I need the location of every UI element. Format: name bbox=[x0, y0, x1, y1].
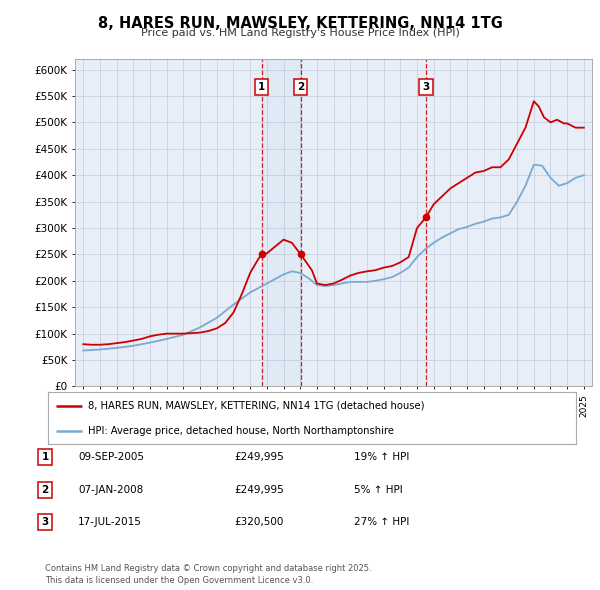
Text: 17-JUL-2015: 17-JUL-2015 bbox=[78, 517, 142, 527]
Text: 1: 1 bbox=[41, 453, 49, 462]
Text: 1: 1 bbox=[258, 82, 265, 92]
Text: £249,995: £249,995 bbox=[234, 485, 284, 494]
Text: 09-SEP-2005: 09-SEP-2005 bbox=[78, 453, 144, 462]
Text: HPI: Average price, detached house, North Northamptonshire: HPI: Average price, detached house, Nort… bbox=[88, 426, 394, 435]
Text: 5% ↑ HPI: 5% ↑ HPI bbox=[354, 485, 403, 494]
Text: 2: 2 bbox=[41, 485, 49, 494]
Text: 3: 3 bbox=[422, 82, 430, 92]
Text: 8, HARES RUN, MAWSLEY, KETTERING, NN14 1TG: 8, HARES RUN, MAWSLEY, KETTERING, NN14 1… bbox=[98, 16, 502, 31]
Text: Price paid vs. HM Land Registry's House Price Index (HPI): Price paid vs. HM Land Registry's House … bbox=[140, 28, 460, 38]
Text: 07-JAN-2008: 07-JAN-2008 bbox=[78, 485, 143, 494]
Text: 19% ↑ HPI: 19% ↑ HPI bbox=[354, 453, 409, 462]
Text: £249,995: £249,995 bbox=[234, 453, 284, 462]
Text: £320,500: £320,500 bbox=[234, 517, 283, 527]
Text: 27% ↑ HPI: 27% ↑ HPI bbox=[354, 517, 409, 527]
Text: Contains HM Land Registry data © Crown copyright and database right 2025.
This d: Contains HM Land Registry data © Crown c… bbox=[45, 565, 371, 585]
Text: 8, HARES RUN, MAWSLEY, KETTERING, NN14 1TG (detached house): 8, HARES RUN, MAWSLEY, KETTERING, NN14 1… bbox=[88, 401, 424, 411]
Bar bbox=[262, 59, 301, 386]
Text: 3: 3 bbox=[41, 517, 49, 527]
Text: 2: 2 bbox=[297, 82, 304, 92]
